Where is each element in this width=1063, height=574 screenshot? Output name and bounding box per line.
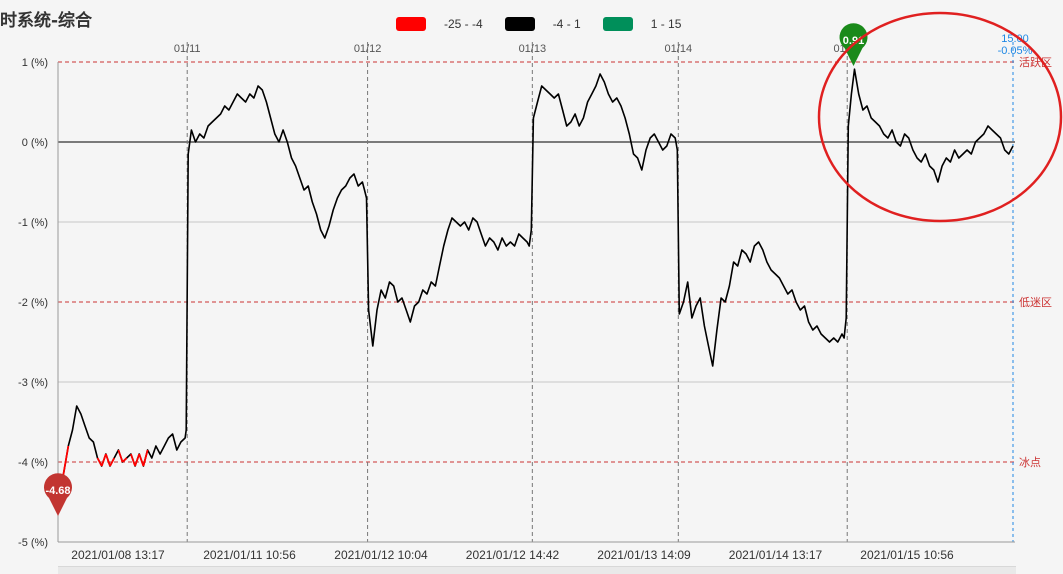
min-marker-shape xyxy=(44,473,73,516)
series-low-segment xyxy=(121,457,128,463)
y-tick-label: -3 (%) xyxy=(18,377,48,389)
series-low-segment xyxy=(100,453,107,467)
y-tick-label: 0 (%) xyxy=(22,137,48,149)
series-layer xyxy=(59,68,1014,495)
legend-label-black: -4 - 1 xyxy=(552,17,581,31)
series-low-segment xyxy=(105,453,111,467)
chart-title: 时系统-综合 xyxy=(0,11,93,31)
legend-item-red[interactable]: -25 - -4 xyxy=(396,17,483,31)
y-tick-label: -1 (%) xyxy=(18,217,48,229)
x-top-tick-label: 01/13 xyxy=(519,43,547,55)
reference-line-label: 冰点 xyxy=(1019,456,1041,469)
legend-label-green: 1 - 15 xyxy=(650,17,682,31)
legend: -25 - -4 -4 - 1 1 - 15 xyxy=(396,16,703,32)
reference-line-label: 低迷区 xyxy=(1019,296,1052,309)
axis-layer: 1 (%) 0 (%) -1 (%) -2 (%) -3 (%) -4 (%) -5 (%)… xyxy=(18,43,1052,562)
x-top-tick-label: 01/14 xyxy=(665,43,693,55)
x-tick-label: 2021/01/15 10:56 xyxy=(860,548,954,562)
y-tick-label: -4 (%) xyxy=(18,457,48,469)
min-marker: -4.68 xyxy=(44,473,73,516)
y-tick-label: -2 (%) xyxy=(18,297,48,309)
series-low-segment xyxy=(96,457,103,467)
max-marker-label: 0.91 xyxy=(843,35,864,47)
series-low-segment xyxy=(130,453,136,467)
series-low-segment xyxy=(63,445,70,471)
x-tick-label: 2021/01/12 14:42 xyxy=(466,548,560,562)
x-tick-label: 2021/01/13 14:09 xyxy=(597,548,691,562)
legend-swatch-green xyxy=(602,17,633,31)
series-low-segment xyxy=(134,453,141,467)
last-value-label: -0.05% xyxy=(998,45,1033,57)
series-low-segment xyxy=(109,457,116,467)
legend-label-red: -25 - -4 xyxy=(444,17,483,31)
x-tick-label: 2021/01/08 13:17 xyxy=(71,548,165,562)
x-top-tick-label: 01/12 xyxy=(354,43,382,55)
series-low-segment xyxy=(142,449,149,467)
x-tick-label: 2021/01/11 10:56 xyxy=(203,548,296,562)
x-top-tick-label: 01/11 xyxy=(174,43,201,55)
series-low-segment xyxy=(138,453,145,467)
marker-layer: -4.680.91 15:00-0.05% xyxy=(44,11,1063,516)
legend-swatch-red xyxy=(396,17,426,31)
series-low-segment xyxy=(117,449,124,463)
y-tick-label: -5 (%) xyxy=(18,537,48,549)
legend-item-black[interactable]: -4 - 1 xyxy=(504,17,581,31)
grid-layer xyxy=(58,42,1015,543)
horizontal-scrollbar[interactable] xyxy=(58,566,1016,574)
legend-item-green[interactable]: 1 - 15 xyxy=(602,17,682,31)
annotation-circle xyxy=(817,11,1063,223)
series-line xyxy=(59,68,1014,495)
x-tick-label: 2021/01/12 10:04 xyxy=(334,548,428,562)
legend-swatch-black xyxy=(504,17,535,31)
min-marker-label: -4.68 xyxy=(45,485,70,497)
x-tick-label: 2021/01/14 13:17 xyxy=(729,548,823,562)
y-tick-label: 1 (%) xyxy=(22,57,48,69)
